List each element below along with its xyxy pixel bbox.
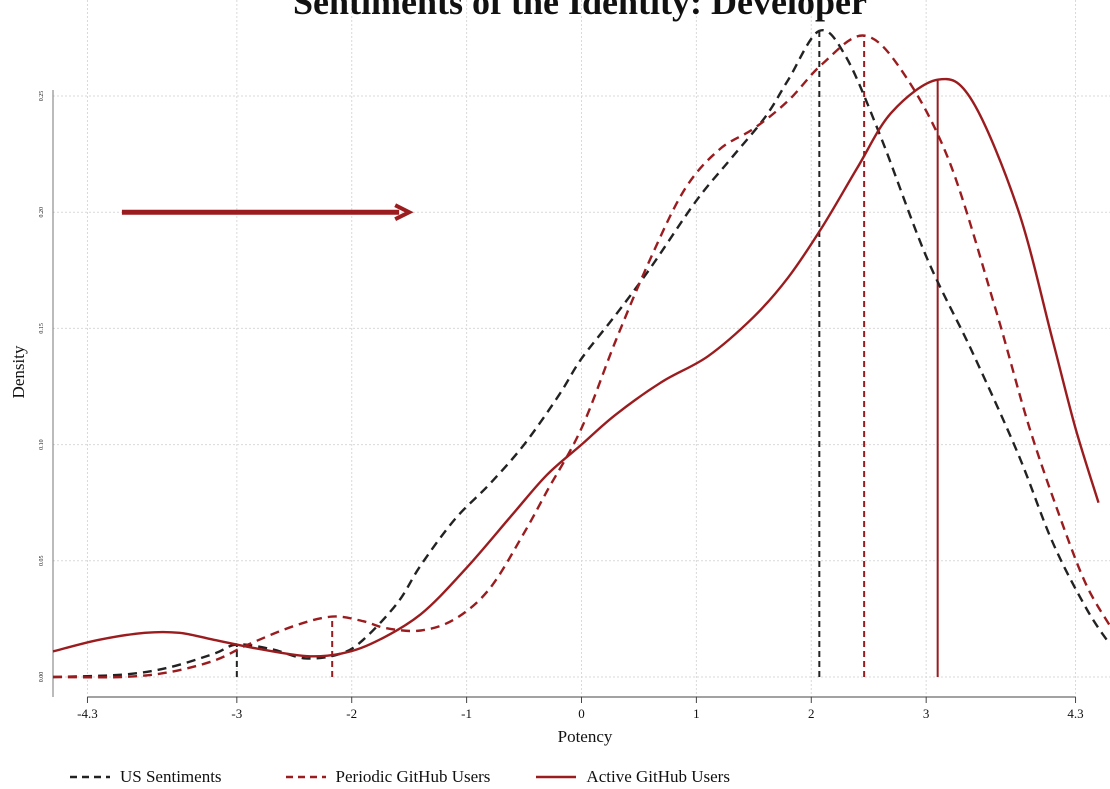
x-axis-label: Potency xyxy=(558,727,613,746)
series-line-0 xyxy=(52,29,1110,679)
y-tick-label: 0.25 xyxy=(39,91,45,102)
legend-label: US Sentiments xyxy=(120,767,222,786)
series-line-1 xyxy=(52,34,1110,679)
legend-item-active-github-users: Active GitHub Users xyxy=(536,767,730,787)
x-tick-label: 2 xyxy=(808,706,815,721)
legend-swatch-dashed-red xyxy=(285,775,326,779)
x-tick-label: -2 xyxy=(346,706,357,721)
y-tick-label: 0.05 xyxy=(39,556,45,567)
legend-swatch-dashed-black xyxy=(70,775,110,779)
grid-lines xyxy=(53,0,1110,697)
legend-label: Periodic GitHub Users xyxy=(335,767,491,786)
legend-item-us-sentiments: US Sentiments xyxy=(70,767,222,787)
annotation-arrow xyxy=(121,203,414,221)
mode-lines xyxy=(235,30,939,677)
y-tick-label: 0.10 xyxy=(39,439,45,450)
x-tick-label: 4.3 xyxy=(1067,706,1083,721)
chart-title: Sentiments of the Identity: Developer xyxy=(293,0,867,22)
chart-legend: US Sentiments Periodic GitHub Users Acti… xyxy=(70,765,776,789)
y-tick-label: 0.15 xyxy=(39,323,45,334)
legend-label: Active GitHub Users xyxy=(586,767,730,786)
x-tick-label: 3 xyxy=(923,706,930,721)
density-chart: -4.3 -3 -2 -1 0 1 2 3 4.3 0.00 0.05 0.10 0.15 0.20 0.2… xyxy=(9,0,1110,746)
axes: -4.3 -3 -2 -1 0 1 2 3 4.3 0.00 0.05 0.10 0.15 0.20 0.2… xyxy=(39,90,1084,721)
arrow-head xyxy=(394,203,414,221)
x-tick-label: -1 xyxy=(461,706,472,721)
legend-swatch-solid-red xyxy=(536,775,577,779)
y-tick-label: 0.20 xyxy=(39,207,45,218)
x-tick-label: -4.3 xyxy=(77,706,98,721)
y-axis-label: Density xyxy=(9,345,28,398)
y-tick-label: 0.00 xyxy=(39,672,45,683)
x-tick-label: -3 xyxy=(231,706,242,721)
legend-item-periodic-github-users: Periodic GitHub Users xyxy=(285,767,491,787)
x-tick-label: 1 xyxy=(693,706,700,721)
density-curves xyxy=(52,29,1110,679)
series-line-2 xyxy=(52,77,1100,658)
x-tick-label: 0 xyxy=(578,706,585,721)
